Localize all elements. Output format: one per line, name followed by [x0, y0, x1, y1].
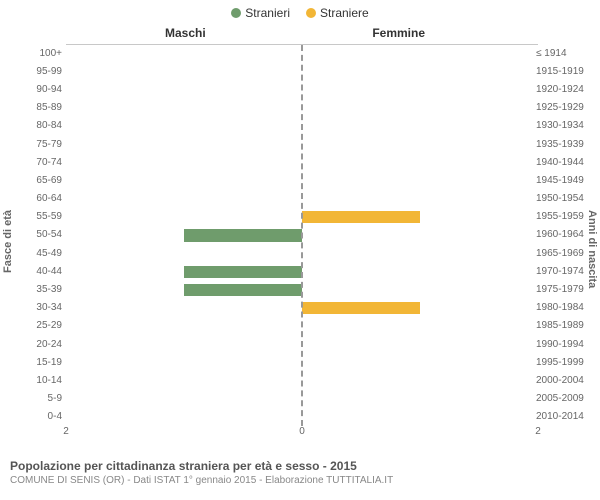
yaxis-label-age: 65-69 [18, 175, 62, 186]
yaxis-label-age: 60-64 [18, 193, 62, 204]
yaxis-label-birth: 1915-1919 [536, 66, 586, 77]
bar-rows [66, 45, 538, 426]
yaxis-label-birth: 1980-1984 [536, 302, 586, 313]
legend-swatch-female [306, 8, 316, 18]
yaxis-label-age: 25-29 [18, 320, 62, 331]
xtick: 0 [299, 426, 305, 437]
bar-row [66, 208, 538, 226]
bar-row [66, 45, 538, 63]
yaxis-label-age: 20-24 [18, 339, 62, 350]
chart-title: Popolazione per cittadinanza straniera p… [10, 459, 590, 473]
yaxis-label-birth: 1990-1994 [536, 339, 586, 350]
yaxis-label-birth: 1950-1954 [536, 193, 586, 204]
bar-row [66, 263, 538, 281]
yaxis-label-age: 95-99 [18, 66, 62, 77]
legend-swatch-male [231, 8, 241, 18]
legend-item-male: Stranieri [231, 6, 290, 20]
bar-row [66, 118, 538, 136]
yaxis-label-birth: 1985-1989 [536, 320, 586, 331]
bar-row [66, 245, 538, 263]
yaxis-label-birth: 2010-2014 [536, 411, 586, 422]
yaxis-label-birth: 1995-1999 [536, 357, 586, 368]
column-header-male: Maschi [165, 26, 206, 40]
yaxis-label-birth: 2000-2004 [536, 375, 586, 386]
xtick: 2 [63, 426, 69, 437]
yaxis-label-age: 75-79 [18, 139, 62, 150]
legend-label-female: Straniere [320, 6, 369, 20]
bar-row [66, 136, 538, 154]
yaxis-label-age: 40-44 [18, 266, 62, 277]
yaxis-label-age: 50-54 [18, 229, 62, 240]
yaxis-label-birth: 1970-1974 [536, 266, 586, 277]
bar-row [66, 99, 538, 117]
yaxis-label-age: 55-59 [18, 211, 62, 222]
yaxis-title-left: Fasce di età [2, 210, 14, 273]
bar-row [66, 390, 538, 408]
yaxis-title-right: Anni di nascita [586, 210, 598, 288]
yaxis-label-birth: 2005-2009 [536, 393, 586, 404]
yaxis-label-age: 15-19 [18, 357, 62, 368]
bar-row [66, 172, 538, 190]
bar-row [66, 226, 538, 244]
legend: Stranieri Straniere [0, 0, 600, 20]
yaxis-label-age: 70-74 [18, 157, 62, 168]
yaxis-label-birth: ≤ 1914 [536, 48, 586, 59]
bar-row [66, 154, 538, 172]
yaxis-label-birth: 1925-1929 [536, 102, 586, 113]
xtick: 2 [535, 426, 541, 437]
yaxis-label-age: 10-14 [18, 375, 62, 386]
yaxis-labels-birth: ≤ 1914 1915-1919 1920-1924 1925-1929 1930-19… [536, 44, 586, 426]
column-header-female: Femmine [372, 26, 425, 40]
bar-male [184, 229, 302, 241]
bar-female [302, 211, 420, 223]
yaxis-label-age: 100+ [18, 48, 62, 59]
yaxis-label-age: 85-89 [18, 102, 62, 113]
yaxis-label-birth: 1945-1949 [536, 175, 586, 186]
legend-label-male: Stranieri [245, 6, 290, 20]
yaxis-label-birth: 1955-1959 [536, 211, 586, 222]
yaxis-label-birth: 1965-1969 [536, 248, 586, 259]
yaxis-label-birth: 1940-1944 [536, 157, 586, 168]
bar-row [66, 335, 538, 353]
bar-row [66, 408, 538, 426]
bar-row [66, 190, 538, 208]
yaxis-label-birth: 1960-1964 [536, 229, 586, 240]
yaxis-label-age: 5-9 [18, 393, 62, 404]
bar-row [66, 299, 538, 317]
bar-male [184, 266, 302, 278]
bar-row [66, 281, 538, 299]
bar-row [66, 81, 538, 99]
yaxis-label-age: 35-39 [18, 284, 62, 295]
footer: Popolazione per cittadinanza straniera p… [10, 459, 590, 486]
bar-row [66, 353, 538, 371]
bar-row [66, 372, 538, 390]
yaxis-label-birth: 1975-1979 [536, 284, 586, 295]
yaxis-label-age: 80-84 [18, 120, 62, 131]
plot-area: Maschi Femmine Fasce di età Anni di nasc… [0, 20, 600, 438]
bar-row [66, 317, 538, 335]
chart-subtitle: COMUNE DI SENIS (OR) - Dati ISTAT 1° gen… [10, 475, 590, 486]
yaxis-label-age: 90-94 [18, 84, 62, 95]
yaxis-label-birth: 1920-1924 [536, 84, 586, 95]
legend-item-female: Straniere [306, 6, 369, 20]
plot [66, 44, 538, 426]
bar-male [184, 284, 302, 296]
yaxis-label-age: 0-4 [18, 411, 62, 422]
yaxis-label-age: 45-49 [18, 248, 62, 259]
xaxis: 2 0 2 [66, 426, 538, 442]
bar-row [66, 63, 538, 81]
yaxis-label-birth: 1930-1934 [536, 120, 586, 131]
bar-female [302, 302, 420, 314]
yaxis-label-birth: 1935-1939 [536, 139, 586, 150]
yaxis-labels-age: 100+ 95-99 90-94 85-89 80-84 75-79 70-74 65-69 6… [18, 44, 62, 426]
yaxis-label-age: 30-34 [18, 302, 62, 313]
